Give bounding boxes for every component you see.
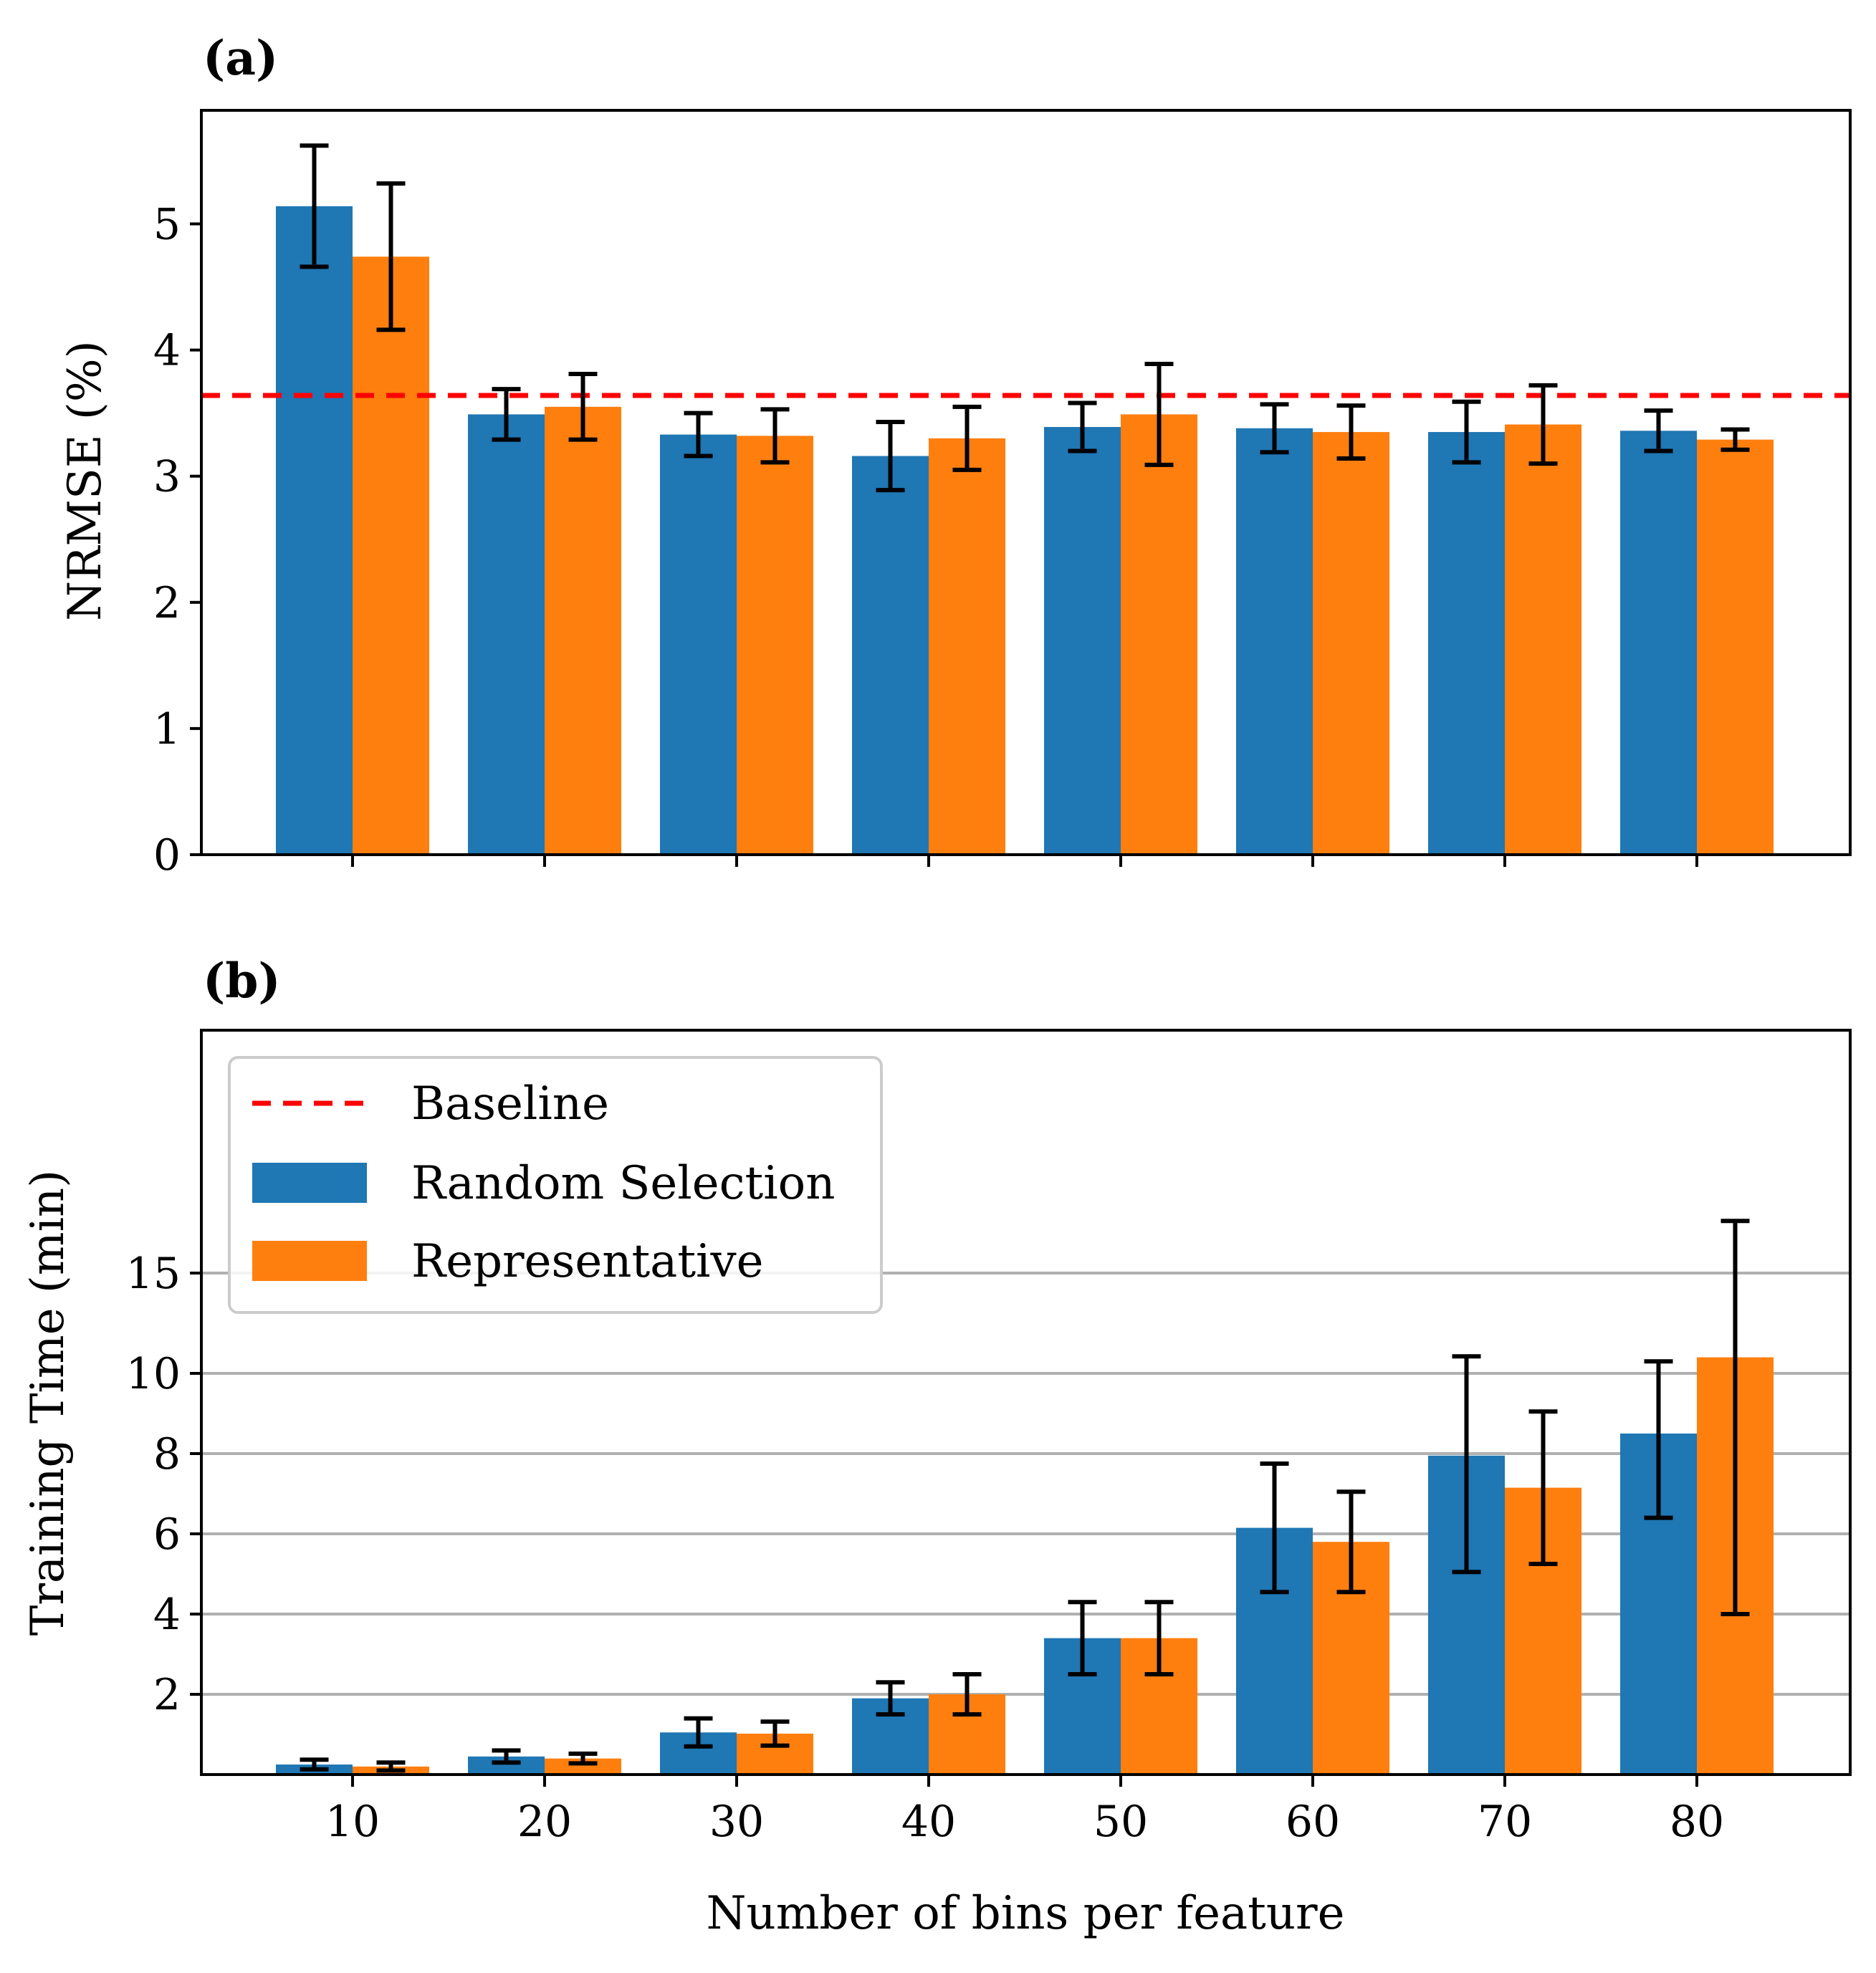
error-bar-representative-60 <box>1336 1489 1366 1595</box>
error-bar-random-selection-40 <box>876 1680 905 1717</box>
legend-label-baseline: Baseline <box>411 1077 609 1130</box>
error-bar-random-selection-70 <box>1452 1354 1481 1575</box>
panel-b-label: (b) <box>203 953 281 1009</box>
panel-a-error-bars <box>300 143 1750 493</box>
bar-representative-60 <box>1313 432 1389 855</box>
error-bar-random-selection-60 <box>1260 1461 1289 1595</box>
error-bar-representative-10 <box>376 1760 406 1773</box>
panel-b-frame <box>200 1029 1852 1776</box>
y-tick-label: 15 <box>126 1249 181 1299</box>
panel-a-bars <box>276 206 1774 855</box>
error-bar-representative-70 <box>1528 1409 1558 1566</box>
y-tick-label: 0 <box>153 830 181 880</box>
bar-representative-30 <box>737 436 813 855</box>
legend-random-selection-swatch <box>252 1163 367 1203</box>
panel-b-y-axis-title: Training Time (min) <box>21 1170 75 1636</box>
x-tick-label: 20 <box>517 1797 572 1847</box>
x-tick-label: 40 <box>901 1797 956 1847</box>
legend-label-random-selection: Random Selection <box>411 1157 835 1210</box>
legend-representative-swatch <box>252 1241 367 1281</box>
x-tick-label: 10 <box>325 1797 380 1847</box>
error-bar-random-selection-30 <box>684 1716 713 1749</box>
bar-random-selection-50 <box>1044 427 1121 855</box>
error-bar-representative-80 <box>1721 1219 1750 1616</box>
bar-random-selection-60 <box>1236 428 1313 855</box>
bar-random-selection-30 <box>660 434 737 855</box>
y-tick-label: 8 <box>153 1429 181 1479</box>
legend-box <box>228 1056 883 1314</box>
error-bar-representative-50 <box>1144 1600 1174 1676</box>
error-bar-random-selection-30 <box>684 411 713 459</box>
error-bar-representative-50 <box>1144 361 1174 467</box>
bar-representative-20 <box>545 1758 621 1775</box>
error-bar-representative-60 <box>1336 403 1366 461</box>
y-tick-label: 5 <box>153 199 181 249</box>
bar-representative-70 <box>1505 424 1581 855</box>
error-bar-random-selection-40 <box>876 419 905 493</box>
error-bar-random-selection-50 <box>1068 1600 1097 1676</box>
error-bar-representative-40 <box>952 404 982 472</box>
error-bar-representative-20 <box>568 1751 598 1766</box>
error-bar-representative-30 <box>760 407 790 465</box>
bar-random-selection-20 <box>468 414 545 855</box>
panel-b: (b) 2 4 6 8 10 15 10 20 30 40 50 60 70 80 Training T… <box>21 953 1852 1940</box>
y-tick-label: 6 <box>153 1509 181 1560</box>
panel-a-label: (a) <box>203 30 278 86</box>
y-tick-label: 3 <box>153 452 181 502</box>
y-tick-label: 4 <box>153 326 181 376</box>
bar-random-selection-70 <box>1428 432 1505 855</box>
panel-b-x-ticks: 10 20 30 40 50 60 70 80 <box>325 1775 1724 1847</box>
legend-label-representative: Representative <box>411 1235 764 1288</box>
panel-a-x-ticks <box>351 855 1698 867</box>
y-tick-label: 10 <box>126 1349 181 1399</box>
error-bar-representative-70 <box>1528 383 1558 466</box>
error-bar-representative-80 <box>1721 427 1750 452</box>
error-bar-representative-20 <box>568 372 598 442</box>
x-tick-label: 70 <box>1478 1797 1532 1847</box>
error-bar-representative-40 <box>952 1672 982 1717</box>
error-bar-representative-10 <box>376 181 406 332</box>
error-bar-random-selection-80 <box>1644 1359 1673 1520</box>
bar-random-selection-80 <box>1620 431 1697 855</box>
error-bar-random-selection-20 <box>492 1748 521 1765</box>
x-tick-label: 50 <box>1093 1797 1148 1847</box>
y-tick-label: 4 <box>153 1590 181 1640</box>
y-tick-label: 2 <box>153 1670 181 1720</box>
bar-representative-50 <box>1121 414 1197 855</box>
bar-random-selection-10 <box>276 206 353 855</box>
panel-a: (a) 0 1 2 3 4 5 NRMSE (%) <box>59 30 1852 880</box>
bar-representative-80 <box>1697 439 1774 855</box>
error-bar-random-selection-10 <box>300 143 329 269</box>
error-bar-random-selection-50 <box>1068 400 1097 453</box>
error-bar-random-selection-10 <box>300 1757 329 1772</box>
panel-a-frame <box>200 109 1852 856</box>
bar-representative-20 <box>545 406 621 855</box>
panel-b-y-ticks: 2 4 6 8 10 15 <box>126 1249 201 1720</box>
panel-a-y-axis-title: NRMSE (%) <box>59 340 112 620</box>
error-bar-random-selection-80 <box>1644 408 1673 453</box>
error-bar-random-selection-60 <box>1260 402 1289 455</box>
error-bar-random-selection-70 <box>1452 399 1481 465</box>
bar-random-selection-40 <box>852 456 929 855</box>
panel-b-grid <box>201 1272 1850 1696</box>
bar-representative-10 <box>353 256 429 855</box>
panel-b-error-bars <box>300 1219 1750 1773</box>
panel-a-y-ticks: 0 1 2 3 4 5 <box>153 199 201 880</box>
y-tick-label: 2 <box>153 578 181 628</box>
x-tick-label: 30 <box>709 1797 764 1847</box>
error-bar-representative-30 <box>760 1719 790 1748</box>
y-tick-label: 1 <box>153 704 181 754</box>
legend: Baseline Random Selection Representative <box>228 1056 883 1314</box>
panel-b-x-axis-title: Number of bins per feature <box>707 1887 1345 1940</box>
error-bar-random-selection-20 <box>492 387 521 442</box>
x-tick-label: 60 <box>1286 1797 1340 1847</box>
x-tick-label: 80 <box>1670 1797 1724 1847</box>
bar-representative-40 <box>929 438 1005 855</box>
